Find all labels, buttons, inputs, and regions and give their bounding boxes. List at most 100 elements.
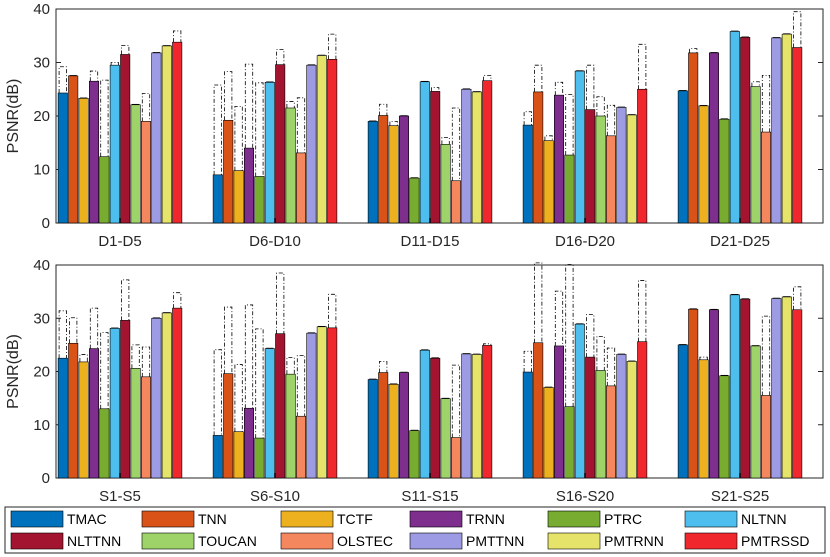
x-tick-label: S1-S5 (99, 488, 141, 505)
error-whisker (173, 292, 182, 309)
error-whisker (100, 332, 109, 409)
bar-pmttnn-s21-s25 (771, 298, 782, 479)
error-whisker (534, 64, 543, 92)
bar-nltnn-d11-d15 (419, 81, 430, 224)
bar-tctf-d21-d25 (698, 105, 709, 224)
error-whisker (213, 84, 222, 175)
error-whisker (286, 101, 295, 108)
bar-pmtrssd-d11-d15 (482, 80, 493, 224)
error-whisker (141, 346, 151, 377)
error-whisker (565, 264, 574, 407)
error-whisker (451, 107, 461, 181)
error-whisker (451, 364, 461, 438)
bar-ptrc-s1-s5 (99, 408, 110, 479)
bar-tnn-d11-d15 (378, 115, 389, 224)
bar-pmttnn-d6-d10 (306, 64, 317, 224)
error-whisker (213, 349, 222, 436)
error-whisker (483, 74, 492, 81)
error-whisker (638, 280, 647, 342)
bar-ptrc-s16-s20 (564, 406, 575, 479)
bar-olstec-d11-d15 (450, 180, 461, 224)
bar-pmtrssd-d16-d20 (637, 88, 648, 224)
bar-tmac-d21-d25 (677, 90, 688, 224)
bar-pmtrssd-d1-d5 (172, 41, 183, 224)
x-tick-label: S11-S15 (401, 488, 458, 505)
bar-tmac-s11-s15 (367, 379, 378, 479)
error-whisker (606, 347, 616, 386)
bar-trnn-d1-d5 (89, 80, 100, 224)
error-whisker (79, 354, 88, 362)
bar-tmac-d6-d10 (212, 174, 223, 224)
bar-tctf-d1-d5 (78, 98, 89, 224)
bar-tnn-s11-s15 (378, 372, 389, 479)
y-tick-label: 10 (33, 417, 50, 434)
legend-swatch-pmtrnn (547, 532, 601, 550)
error-whisker (276, 272, 285, 334)
bar-ptrc-s21-s25 (719, 375, 730, 479)
error-whisker (523, 111, 532, 126)
error-whisker (296, 355, 306, 417)
bar-toucan-d21-d25 (750, 86, 761, 224)
y-tick-label: 10 (33, 162, 50, 179)
bar-ptrc-d6-d10 (254, 176, 265, 224)
bar-pmtrnn-d11-d15 (471, 91, 482, 224)
bar-pmttnn-d16-d20 (616, 107, 627, 224)
bar-tmac-s16-s20 (522, 371, 533, 479)
bar-tnn-s6-s10 (223, 373, 234, 479)
bar-pmttnn-s6-s10 (306, 332, 317, 479)
error-whisker (586, 64, 595, 110)
legend-label-olstec: OLSTEC (337, 533, 393, 549)
bar-pmttnn-s1-s5 (151, 317, 162, 479)
y-tick-label: 40 (33, 257, 50, 274)
bar-nltnn-s16-s20 (574, 323, 585, 479)
error-whisker (699, 356, 708, 360)
error-whisker (224, 71, 233, 121)
bar-pmtrnn-d1-d5 (161, 45, 172, 224)
error-whisker (131, 344, 140, 369)
bar-tctf-d6-d10 (233, 170, 244, 224)
error-whisker (793, 286, 802, 310)
bar-tctf-s16-s20 (543, 387, 554, 479)
error-whisker (234, 105, 243, 171)
bar-pmttnn-d11-d15 (461, 88, 472, 224)
x-tick-label: D1-D5 (98, 233, 141, 250)
bar-pmttnn-d1-d5 (151, 52, 162, 224)
bar-nlttnn-d21-d25 (740, 37, 751, 224)
x-tick-label: D16-D20 (555, 233, 615, 250)
bar-tctf-s11-s15 (388, 383, 399, 479)
bar-tctf-s1-s5 (78, 361, 89, 479)
x-tick-label: D21-D25 (710, 233, 770, 250)
bar-trnn-d16-d20 (553, 94, 564, 224)
error-whisker (554, 290, 564, 346)
bar-pmtrssd-s6-s10 (327, 327, 338, 479)
bar-pmtrnn-d6-d10 (316, 55, 327, 224)
bar-olstec-s6-s10 (295, 415, 306, 479)
bar-toucan-s1-s5 (130, 368, 141, 479)
error-whisker (173, 30, 182, 43)
legend-swatch-nlttnn (10, 532, 64, 550)
error-whisker (328, 293, 337, 328)
legend-swatch-trnn (409, 510, 463, 528)
legend-label-nltnn: NLTNN (741, 511, 787, 527)
error-whisker (751, 81, 760, 87)
bar-toucan-d6-d10 (285, 107, 296, 224)
error-whisker (638, 43, 647, 90)
error-whisker (554, 81, 564, 96)
bar-ptrc-s6-s10 (254, 437, 265, 479)
error-whisker (761, 315, 771, 396)
error-whisker (431, 87, 440, 92)
legend-label-toucan: TOUCAN (198, 533, 257, 549)
bar-toucan-s11-s15 (440, 398, 451, 479)
error-whisker (534, 262, 543, 343)
x-tick-label: S6-S10 (250, 488, 300, 505)
bar-pmtrssd-s16-s20 (637, 341, 648, 479)
legend-label-pmtrssd: PMTRSSD (741, 533, 809, 549)
legend-swatch-pmtrssd (684, 532, 738, 550)
bar-trnn-s6-s10 (244, 407, 255, 479)
error-whisker (565, 94, 574, 156)
legend-label-tctf: TCTF (337, 511, 373, 527)
error-whisker (606, 104, 616, 136)
bar-tnn-d21-d25 (688, 52, 699, 224)
bar-nltnn-d16-d20 (574, 70, 585, 224)
bar-olstec-s11-s15 (450, 437, 461, 479)
